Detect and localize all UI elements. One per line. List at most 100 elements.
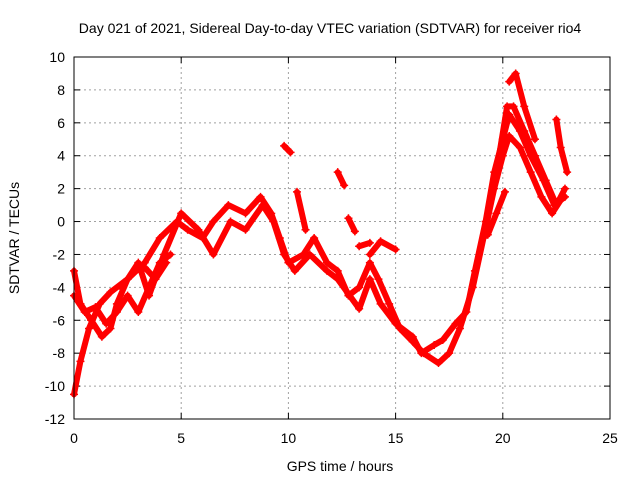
data-point-marker — [355, 242, 364, 251]
data-point-marker — [340, 181, 349, 190]
y-tick-label: -10 — [45, 378, 65, 394]
data-point-marker — [365, 258, 374, 267]
data-point-marker — [292, 187, 301, 196]
data-point-marker — [333, 275, 342, 284]
data-point-marker — [563, 168, 572, 177]
data-point-marker — [492, 168, 501, 177]
data-point-marker — [537, 192, 546, 201]
data-point-marker — [520, 102, 529, 111]
ticks: 0 5 10 15 20 25 -12 -10 -8 -6 -4 -2 0 2 4 6 8 10 — [45, 49, 618, 446]
data-point-marker — [305, 250, 314, 259]
data-point-marker — [451, 319, 460, 328]
data-point-marker — [417, 349, 426, 358]
data-point-marker — [470, 266, 479, 275]
data-point-marker — [344, 214, 353, 223]
data-point-marker — [530, 151, 539, 160]
data-point-marker — [224, 201, 233, 210]
data-point-marker — [333, 266, 342, 275]
data-point-marker — [391, 319, 400, 328]
x-tick-label: 25 — [602, 430, 618, 446]
y-tick-label: 6 — [57, 115, 65, 131]
data-point-marker — [183, 225, 192, 234]
data-point-marker — [333, 168, 342, 177]
data-point-marker — [385, 299, 394, 308]
data-point-marker — [286, 148, 295, 157]
data-point-marker — [492, 209, 501, 218]
data-point-marker — [483, 230, 492, 239]
y-tick-label: -6 — [53, 312, 66, 328]
data-point-marker — [280, 250, 289, 259]
data-point-marker — [376, 237, 385, 246]
data-point-marker — [256, 192, 265, 201]
data-point-marker — [145, 283, 154, 292]
x-tick-label: 20 — [495, 430, 511, 446]
data-point-marker — [117, 283, 126, 292]
y-axis-label: SDTVAR / TECUs — [6, 182, 22, 294]
data-point-marker — [365, 275, 374, 284]
x-axis-label: GPS time / hours — [287, 458, 394, 474]
data-point-marker — [365, 250, 374, 259]
series-fragment-7 — [553, 116, 571, 176]
data-point-marker — [162, 258, 171, 267]
data-point-marker — [85, 324, 94, 333]
y-tick-label: 4 — [57, 148, 65, 164]
data-point-marker — [434, 359, 443, 368]
data-point-marker — [530, 135, 539, 144]
data-point-marker — [241, 209, 250, 218]
data-point-marker — [526, 168, 535, 177]
data-point-marker — [194, 225, 203, 234]
x-tick-label: 0 — [70, 430, 78, 446]
y-tick-label: 10 — [49, 49, 65, 65]
data-point-marker — [258, 201, 267, 210]
series-fragment-4 — [345, 215, 358, 235]
data-point-marker — [97, 332, 106, 341]
data-point-marker — [310, 234, 319, 242]
data-point-marker — [355, 304, 364, 313]
y-tick-label: -4 — [53, 279, 66, 295]
data-point-marker — [106, 324, 115, 333]
data-point-marker — [509, 102, 518, 111]
y-tick-label: 0 — [57, 214, 65, 230]
data-point-marker — [541, 176, 550, 185]
data-point-marker — [322, 266, 331, 275]
series-group — [70, 69, 572, 399]
data-point-marker — [455, 324, 464, 333]
x-tick-label: 10 — [281, 430, 297, 446]
data-point-marker — [91, 303, 100, 312]
data-point-marker — [177, 209, 186, 218]
data-point-marker — [355, 283, 364, 292]
data-point-marker — [112, 308, 121, 317]
x-tick-label: 5 — [177, 430, 185, 446]
data-point-marker — [445, 349, 454, 358]
data-point-marker — [140, 263, 149, 272]
data-point-marker — [391, 245, 400, 254]
data-point-marker — [520, 127, 529, 136]
y-tick-label: -2 — [53, 246, 66, 262]
series-fragment-1 — [281, 142, 294, 156]
data-point-marker — [322, 258, 331, 267]
data-point-marker — [408, 332, 417, 341]
data-point-marker — [350, 227, 359, 236]
data-point-marker — [134, 308, 143, 317]
y-tick-label: 2 — [57, 181, 65, 197]
data-point-marker — [269, 217, 278, 226]
series-trace-d — [506, 70, 538, 143]
y-tick-label: -8 — [53, 345, 66, 361]
data-point-marker — [226, 217, 235, 226]
data-point-marker — [374, 275, 383, 284]
y-tick-label: 8 — [57, 82, 65, 98]
data-point-marker — [130, 266, 139, 275]
data-point-marker — [151, 275, 160, 284]
data-point-marker — [166, 250, 175, 259]
data-point-marker — [365, 238, 374, 247]
data-point-marker — [280, 141, 289, 150]
data-point-marker — [552, 115, 561, 124]
series-fragment-3 — [334, 169, 348, 189]
data-point-marker — [560, 184, 569, 193]
data-point-marker — [241, 225, 250, 234]
series-fragment-2 — [294, 188, 309, 233]
data-point-marker — [87, 316, 96, 325]
data-point-marker — [500, 187, 509, 196]
data-point-marker — [552, 201, 561, 210]
